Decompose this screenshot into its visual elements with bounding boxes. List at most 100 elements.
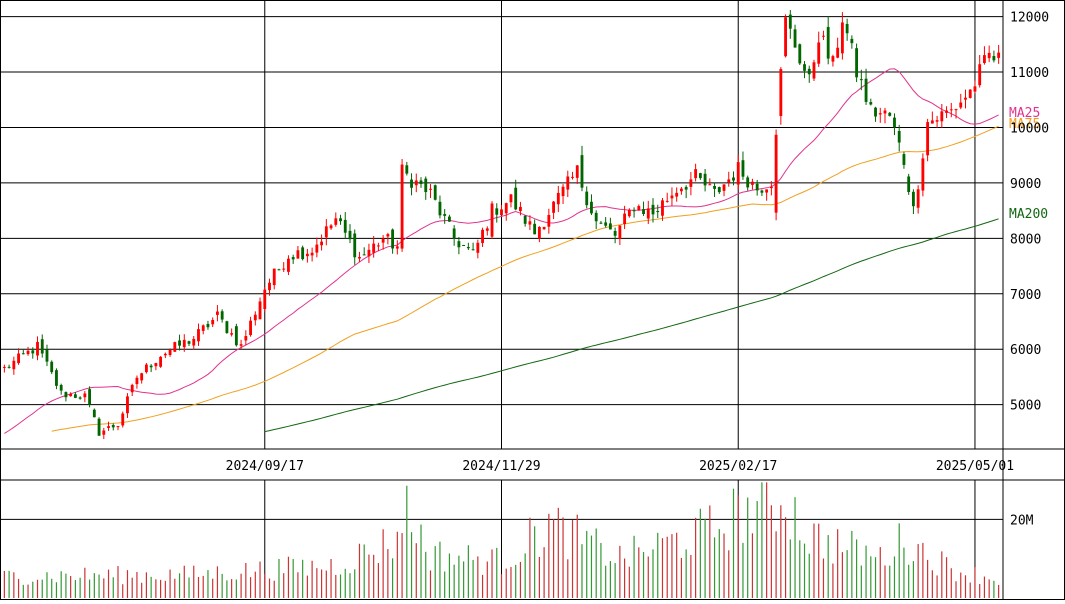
- candle-body: [855, 48, 859, 78]
- candle-body: [850, 38, 854, 44]
- candle-body: [40, 339, 44, 354]
- candle-body: [433, 185, 437, 200]
- candle-body: [968, 89, 972, 98]
- candle-body: [230, 333, 234, 335]
- price-tick-label: 5000: [1010, 399, 1041, 414]
- candle-body: [902, 154, 906, 165]
- candle-body: [812, 62, 816, 79]
- candle-body: [646, 208, 650, 219]
- candle-body: [55, 370, 58, 386]
- candle-body: [362, 254, 366, 256]
- candle-body: [722, 184, 726, 191]
- candle-body: [774, 134, 778, 213]
- candle-body: [509, 194, 513, 203]
- candle-body: [547, 214, 551, 227]
- candle-body: [604, 222, 608, 226]
- candle-body: [708, 184, 712, 186]
- candle-body: [580, 155, 584, 188]
- candle-body: [348, 230, 352, 240]
- candle-body: [320, 241, 324, 246]
- candle-body: [552, 201, 556, 213]
- candle-body: [703, 173, 707, 186]
- grid: [0, 0, 1003, 598]
- candle-body: [315, 244, 319, 253]
- candle-body: [45, 349, 49, 362]
- candle-body: [424, 178, 428, 193]
- candle-body: [836, 47, 840, 58]
- axis-labels: 5000 6000 7000 8000 9000 10000 11000 12000 2024/…: [226, 11, 1050, 529]
- candle-body: [476, 242, 480, 253]
- candle-body: [997, 52, 1001, 58]
- candle-body: [225, 321, 229, 333]
- price-tick-label: 9000: [1010, 177, 1041, 192]
- candle-body: [798, 44, 802, 64]
- candle-body: [485, 228, 489, 231]
- candle-body: [258, 301, 262, 320]
- candle-body: [220, 311, 224, 320]
- candle-body: [514, 187, 518, 210]
- candle-body: [381, 238, 385, 243]
- candle-body: [807, 68, 811, 75]
- candle-body: [21, 353, 25, 355]
- candle-body: [324, 226, 328, 238]
- candle-body: [528, 221, 532, 225]
- candle-body: [575, 165, 579, 178]
- candle-body: [438, 201, 442, 216]
- candle-body: [339, 218, 342, 222]
- ma-label-ma25: MA25: [1009, 106, 1040, 121]
- candle-body: [329, 225, 333, 229]
- candle-body: [627, 209, 631, 217]
- candle-body: [973, 86, 977, 92]
- candle-body: [178, 340, 181, 346]
- candle-body: [793, 29, 797, 48]
- candle-body: [940, 111, 944, 122]
- candle-body: [590, 201, 593, 214]
- candle-body: [784, 17, 787, 57]
- candle-body: [495, 208, 499, 215]
- candle-body: [566, 176, 570, 190]
- candle-body: [679, 188, 683, 192]
- candle-body: [765, 189, 769, 193]
- candle-body: [661, 200, 664, 216]
- candle-body: [665, 200, 669, 202]
- candle-body: [102, 430, 106, 435]
- price-tick-label: 11000: [1010, 66, 1049, 81]
- candle-body: [462, 245, 466, 247]
- candle-body: [414, 180, 418, 186]
- candle-body: [571, 176, 574, 178]
- candle-body: [282, 268, 286, 270]
- candle-body: [376, 245, 380, 247]
- candle-body: [817, 42, 821, 64]
- candle-body: [144, 364, 148, 373]
- candle-body: [12, 360, 16, 370]
- candle-body: [168, 349, 172, 355]
- candle-body: [717, 187, 721, 193]
- candle-body: [419, 180, 423, 185]
- ma-label-ma200: MA200: [1009, 207, 1048, 222]
- candle-body: [916, 189, 920, 208]
- candle-body: [471, 249, 475, 251]
- candle-body: [897, 130, 901, 143]
- candle-body: [277, 269, 281, 271]
- candle-body: [907, 176, 911, 193]
- candle-body: [978, 64, 982, 86]
- candle-body: [883, 110, 887, 114]
- candle-body: [935, 120, 939, 122]
- candle-body: [504, 203, 508, 214]
- candle-body: [874, 107, 877, 117]
- candle-body: [239, 344, 243, 346]
- candle-body: [206, 323, 210, 328]
- candle-body: [926, 122, 930, 156]
- candle-body: [751, 181, 754, 185]
- ma-label-ma75: MA75: [1009, 117, 1040, 132]
- candle-body: [859, 79, 863, 81]
- candle-body: [490, 203, 494, 237]
- candle-body: [694, 169, 698, 179]
- ma-line-ma200: [264, 218, 999, 433]
- candle-body: [358, 256, 361, 259]
- candle-body: [73, 394, 77, 398]
- price-tick-label: 6000: [1010, 343, 1041, 358]
- candle-body: [921, 158, 925, 191]
